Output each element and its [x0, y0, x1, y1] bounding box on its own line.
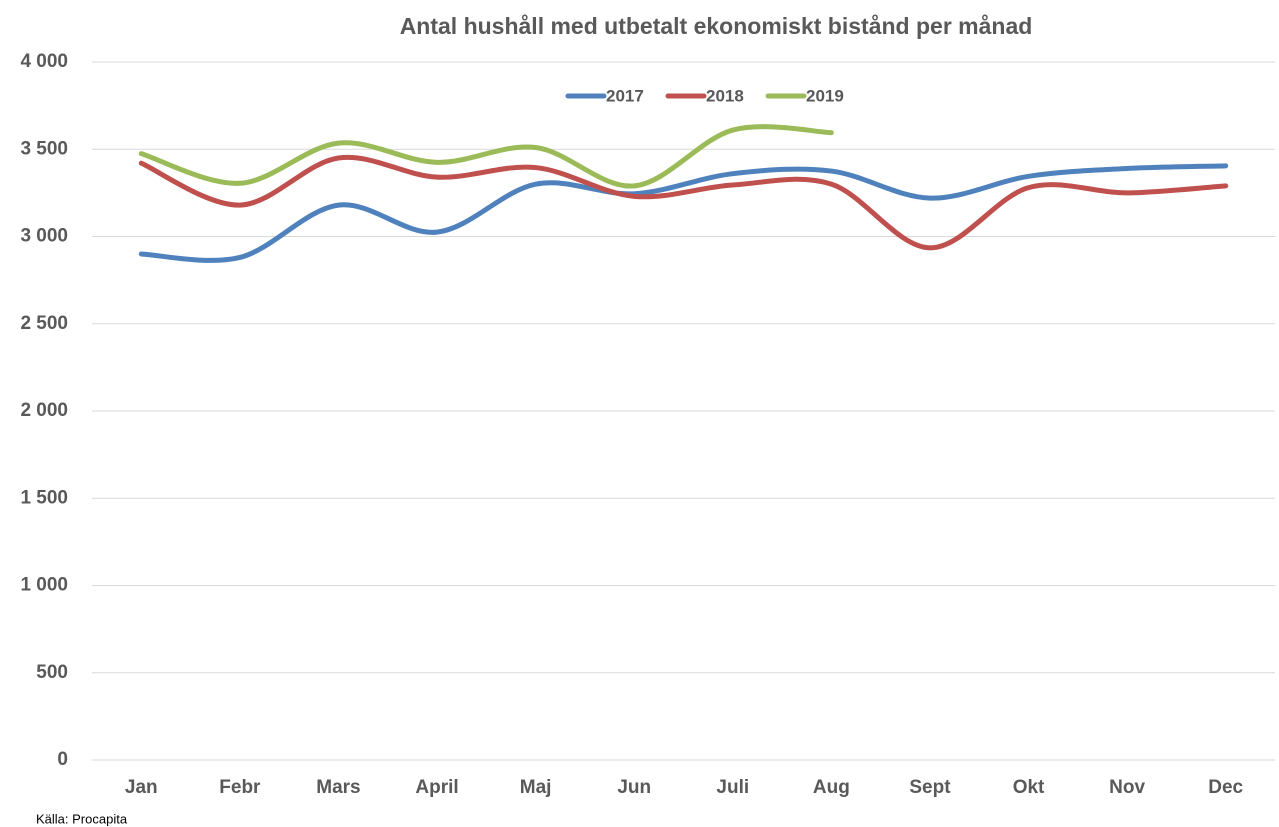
x-tick-label: Aug — [813, 777, 850, 798]
x-tick-label: Febr — [219, 777, 261, 798]
x-tick-label: Jan — [125, 777, 158, 798]
y-tick-label: 2 000 — [20, 400, 68, 421]
y-tick-label: 2 500 — [20, 313, 68, 334]
y-tick-label: 4 000 — [20, 51, 68, 72]
x-tick-label: Mars — [316, 777, 360, 798]
y-tick-label: 3 500 — [20, 138, 68, 159]
x-tick-label: April — [415, 777, 458, 798]
legend-label: 2017 — [606, 86, 644, 105]
y-tick-label: 3 000 — [20, 226, 68, 247]
chart-title: Antal hushåll med utbetalt ekonomiskt bi… — [400, 13, 1033, 39]
series-line — [138, 163, 1229, 263]
y-tick-label: 500 — [36, 662, 68, 683]
series-line — [138, 154, 1229, 251]
y-tick-label: 0 — [57, 749, 68, 770]
y-tick-label: 1 500 — [20, 487, 68, 508]
x-tick-label: Maj — [520, 777, 552, 798]
y-tick-label: 1 000 — [20, 575, 68, 596]
x-tick-label: Nov — [1109, 777, 1145, 798]
x-tick-label: Sept — [909, 777, 951, 798]
legend-label: 2019 — [806, 86, 844, 105]
x-tick-label: Dec — [1208, 777, 1243, 798]
x-tick-label: Jun — [617, 777, 651, 798]
source-note: Källa: Procapita — [36, 811, 128, 826]
x-tick-label: Okt — [1013, 777, 1045, 798]
x-tick-label: Juli — [716, 777, 749, 798]
legend-label: 2018 — [706, 86, 744, 105]
series-line — [138, 124, 834, 189]
